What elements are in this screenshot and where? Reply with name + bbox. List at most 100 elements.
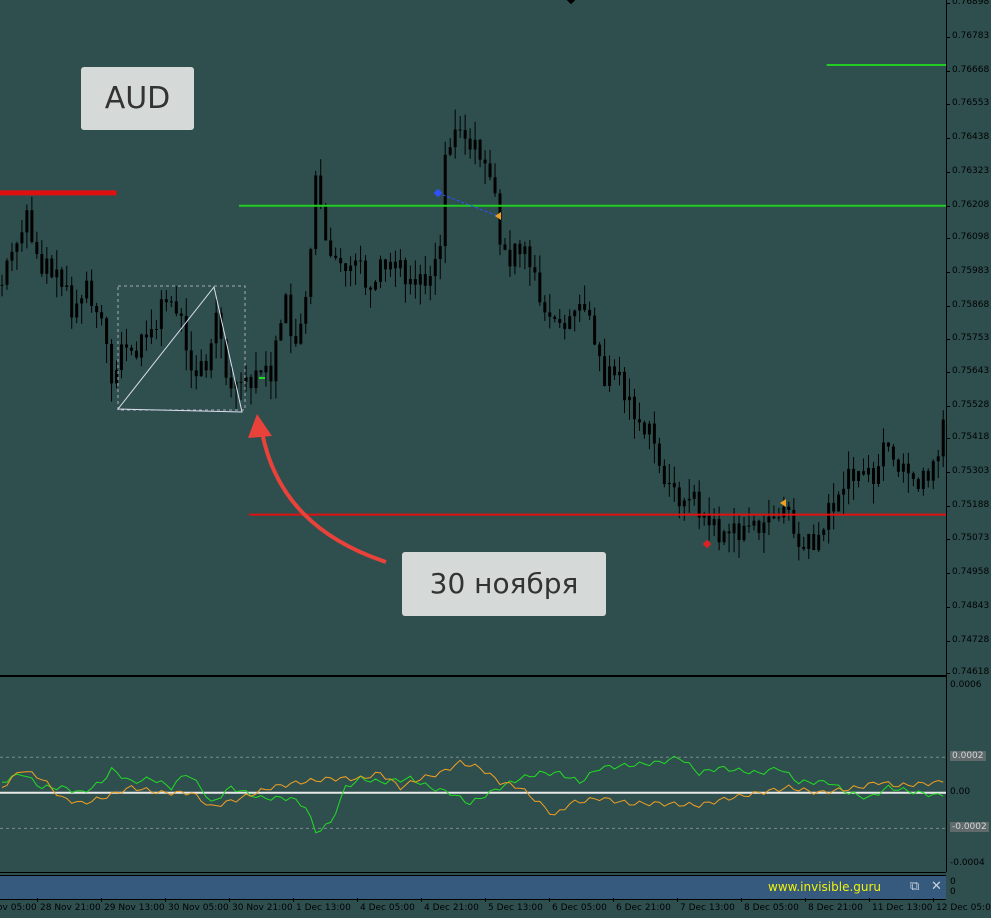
time-tick bbox=[933, 898, 934, 902]
candle-body bbox=[269, 365, 273, 382]
candle-body bbox=[418, 274, 422, 285]
candle-body bbox=[523, 246, 527, 255]
axis-tick bbox=[946, 205, 950, 207]
candle-body bbox=[652, 423, 656, 444]
candle-body bbox=[812, 533, 816, 551]
candle-body bbox=[647, 423, 651, 435]
close-icon[interactable]: ✕ bbox=[931, 879, 942, 894]
candle-body bbox=[747, 525, 751, 527]
time-tick-label: 28 Nov 21:00 bbox=[40, 903, 101, 913]
time-tick-label: 30 Nov 05:00 bbox=[168, 903, 229, 913]
candle-body bbox=[374, 281, 377, 290]
candle-body bbox=[478, 139, 482, 160]
candle-body bbox=[797, 533, 801, 547]
candle-body bbox=[767, 516, 771, 523]
axis-tick bbox=[946, 371, 950, 373]
candle-body bbox=[722, 531, 726, 543]
candle-body bbox=[294, 336, 298, 344]
candle-body bbox=[125, 344, 128, 348]
axis-tick bbox=[946, 138, 950, 140]
candle-body bbox=[493, 177, 497, 194]
candle-body bbox=[25, 210, 29, 233]
restore-icon[interactable]: ⧉ bbox=[910, 879, 920, 894]
candle-body bbox=[403, 260, 407, 285]
candle-body bbox=[65, 285, 69, 287]
candle-body bbox=[777, 517, 781, 519]
price-tick-label: 0.76323 bbox=[952, 165, 990, 176]
candle-body bbox=[413, 279, 417, 285]
candle-body bbox=[642, 422, 646, 435]
candle-body bbox=[0, 284, 4, 286]
panel-divider[interactable] bbox=[0, 675, 946, 677]
axis-tick bbox=[946, 238, 950, 240]
candle-body bbox=[90, 280, 94, 307]
candle-body bbox=[712, 519, 716, 526]
candle-body bbox=[588, 309, 592, 316]
candle-body bbox=[548, 312, 552, 317]
candle-body bbox=[229, 377, 233, 389]
candle-body bbox=[463, 129, 467, 139]
axis-tick bbox=[946, 3, 950, 4]
candle-body bbox=[538, 272, 542, 303]
candle-body bbox=[60, 269, 64, 287]
price-tick-label: 0.75983 bbox=[952, 265, 990, 276]
candle-body bbox=[304, 296, 308, 324]
candle-body bbox=[802, 546, 806, 549]
candle-body bbox=[204, 360, 208, 371]
candle-body bbox=[757, 520, 761, 533]
candle-body bbox=[324, 206, 328, 241]
candle-body bbox=[244, 376, 248, 382]
candle-body bbox=[817, 534, 821, 551]
candle-body bbox=[593, 315, 597, 345]
axis-tick bbox=[946, 36, 950, 38]
price-tick-label: 0.75418 bbox=[952, 431, 990, 442]
candle-body bbox=[603, 356, 607, 386]
aud-label: AUD bbox=[81, 67, 194, 130]
candle-body bbox=[95, 306, 99, 313]
candle-body bbox=[199, 360, 203, 377]
time-tick-label: 7 Dec 13:00 bbox=[680, 903, 735, 913]
candle-body bbox=[354, 260, 358, 266]
candle-body bbox=[85, 280, 89, 299]
bar-value: 0 bbox=[950, 877, 956, 887]
oscillator-panel[interactable] bbox=[0, 678, 946, 872]
entry-marker-icon bbox=[702, 539, 712, 549]
candle-body bbox=[433, 258, 437, 277]
candle-body bbox=[832, 502, 836, 512]
time-tick-label: 12 Dec 05:00 bbox=[936, 903, 991, 913]
axis-tick bbox=[946, 505, 950, 507]
candle-body bbox=[259, 370, 263, 373]
candle-body bbox=[911, 473, 915, 479]
candle-body bbox=[528, 246, 532, 268]
candle-body bbox=[184, 315, 188, 351]
price-tick-label: 0.76553 bbox=[952, 98, 990, 109]
time-tick bbox=[101, 898, 102, 902]
exit-marker-icon bbox=[780, 499, 786, 507]
candle-body bbox=[219, 312, 223, 339]
candle-body bbox=[702, 514, 706, 518]
candle-body bbox=[558, 318, 562, 323]
time-tick-label: 5 Dec 13:00 bbox=[488, 903, 543, 913]
time-tick bbox=[165, 898, 166, 902]
bar-value: 0 bbox=[950, 887, 956, 897]
time-tick bbox=[677, 898, 678, 902]
candle-body bbox=[707, 514, 711, 526]
candle-body bbox=[319, 175, 323, 207]
candle-body bbox=[423, 274, 427, 286]
price-tick-label: 0.76668 bbox=[952, 64, 990, 75]
indicator-line bbox=[1, 759, 944, 816]
price-tick-label: 0.76208 bbox=[952, 199, 990, 210]
price-chart[interactable] bbox=[0, 0, 946, 676]
candle-body bbox=[901, 463, 905, 472]
candle-body bbox=[398, 260, 402, 269]
candle-body bbox=[627, 396, 631, 401]
time-tick bbox=[869, 898, 870, 902]
candle-body bbox=[134, 350, 138, 358]
candle-body bbox=[762, 522, 766, 533]
axis-tick bbox=[946, 606, 950, 608]
candle-body bbox=[578, 304, 582, 311]
candle-body bbox=[613, 366, 617, 376]
candle-body bbox=[787, 506, 791, 510]
candle-body bbox=[169, 301, 173, 303]
candle-body bbox=[388, 261, 392, 270]
